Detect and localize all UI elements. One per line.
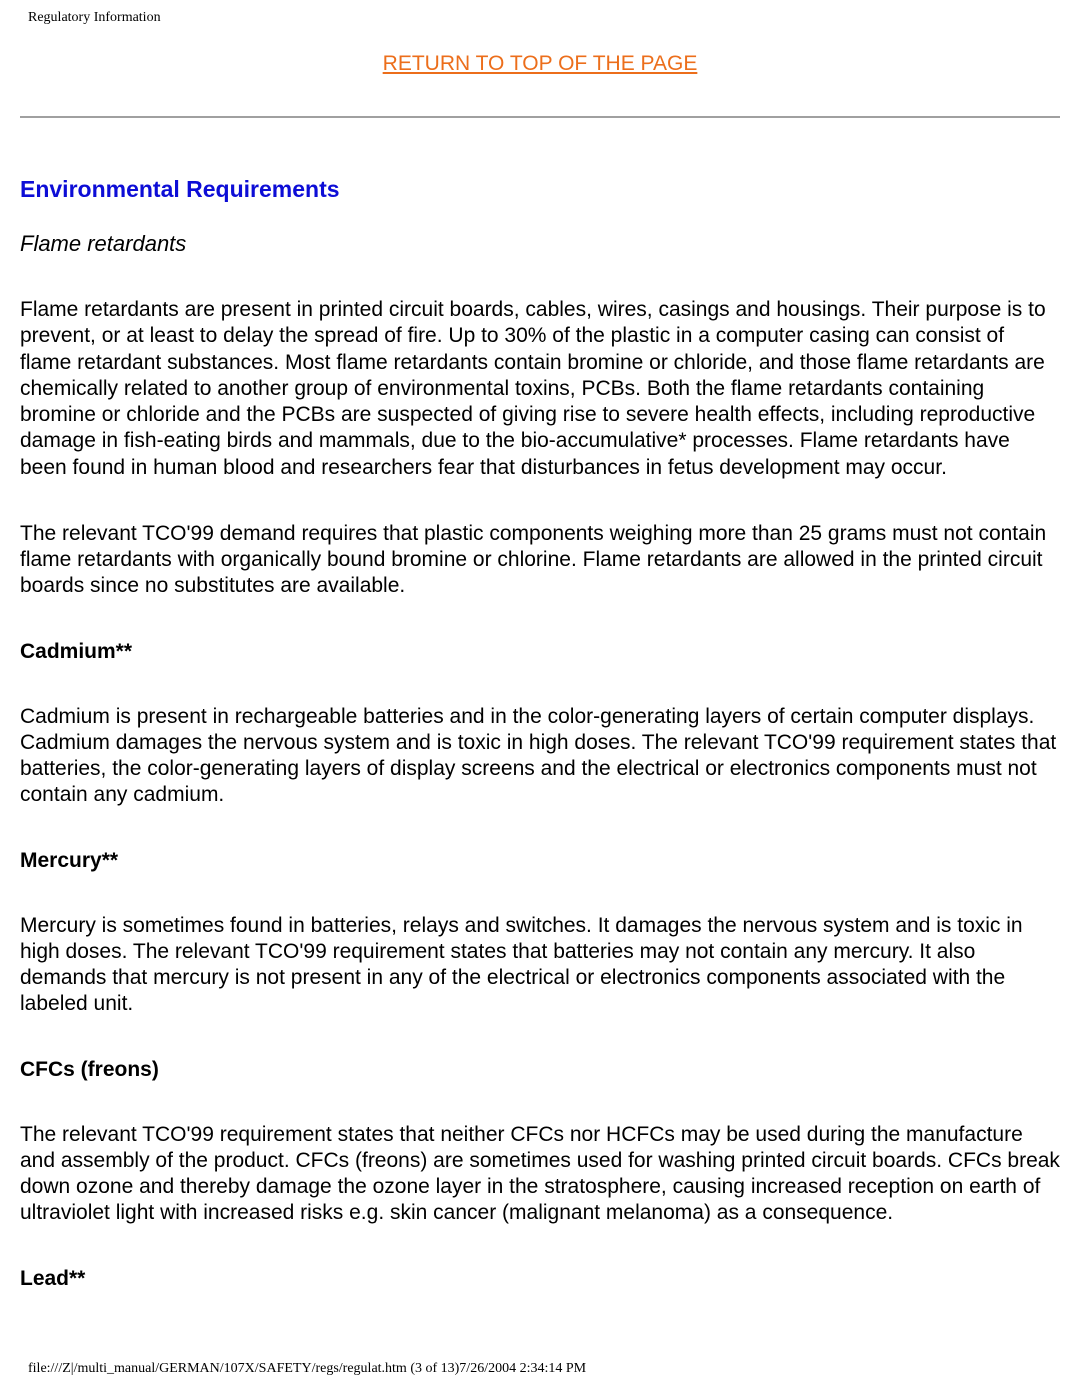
paragraph-flame-1: Flame retardants are present in printed … <box>20 297 1060 481</box>
paragraph-cfcs: The relevant TCO'99 requirement states t… <box>20 1122 1060 1227</box>
paragraph-flame-2: The relevant TCO'99 demand requires that… <box>20 521 1060 600</box>
section-divider <box>20 116 1060 118</box>
section-heading-environmental: Environmental Requirements <box>20 176 1060 203</box>
return-to-top-link[interactable]: RETURN TO TOP OF THE PAGE <box>383 52 698 75</box>
footer-file-path: file:///Z|/multi_manual/GERMAN/107X/SAFE… <box>0 1331 1080 1389</box>
subheading-flame-retardants: Flame retardants <box>20 231 1060 257</box>
subheading-mercury: Mercury** <box>20 849 1060 873</box>
subheading-lead: Lead** <box>20 1267 1060 1291</box>
subheading-cadmium: Cadmium** <box>20 640 1060 664</box>
paragraph-cadmium: Cadmium is present in rechargeable batte… <box>20 704 1060 809</box>
top-link-container: RETURN TO TOP OF THE PAGE <box>0 26 1080 96</box>
paragraph-mercury: Mercury is sometimes found in batteries,… <box>20 913 1060 1018</box>
page-header-title: Regulatory Information <box>0 0 1080 26</box>
content-area: Environmental Requirements Flame retarda… <box>0 176 1080 1291</box>
subheading-cfcs: CFCs (freons) <box>20 1058 1060 1082</box>
